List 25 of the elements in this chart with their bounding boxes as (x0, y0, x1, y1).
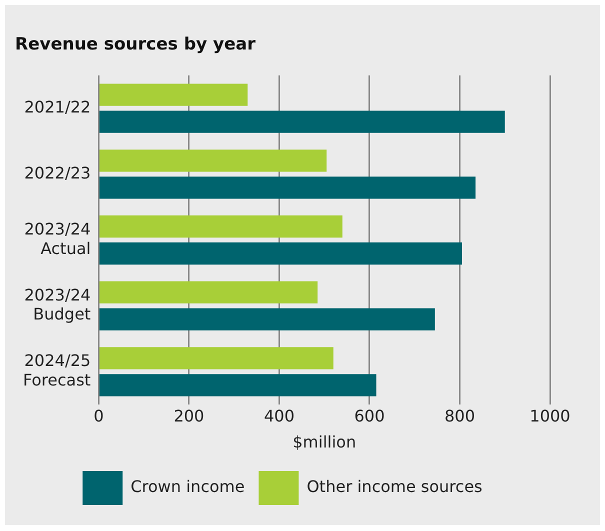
bar (99, 176, 476, 199)
bar (99, 242, 462, 265)
x-tick-label: 200 (174, 406, 204, 426)
y-tick-label: 2022/23 (24, 163, 91, 182)
bar (99, 110, 505, 133)
legend-label: Crown income (130, 477, 245, 496)
bar (99, 84, 248, 106)
x-tick-label: 800 (444, 406, 476, 426)
bar (99, 347, 334, 370)
bar (99, 150, 327, 172)
x-tick-label: 600 (354, 406, 385, 426)
bar (99, 281, 318, 304)
y-tick-label: 2024/25 Forecast (23, 351, 91, 390)
y-tick-label: 2023/24 Actual (24, 220, 91, 258)
x-axis-title: $million (292, 432, 356, 452)
bar (99, 308, 435, 330)
bar (99, 215, 342, 238)
chart-title: Revenue sources by year (15, 34, 256, 55)
x-tick-label: 0 (94, 406, 104, 426)
y-tick-label: 2023/24 Budget (24, 285, 91, 324)
x-tick-label: 400 (264, 406, 294, 426)
bar (99, 374, 376, 396)
y-tick-label: 2021/22 (24, 97, 91, 116)
x-tick-label: 1000 (530, 406, 570, 426)
legend-label: Other income sources (306, 477, 482, 496)
